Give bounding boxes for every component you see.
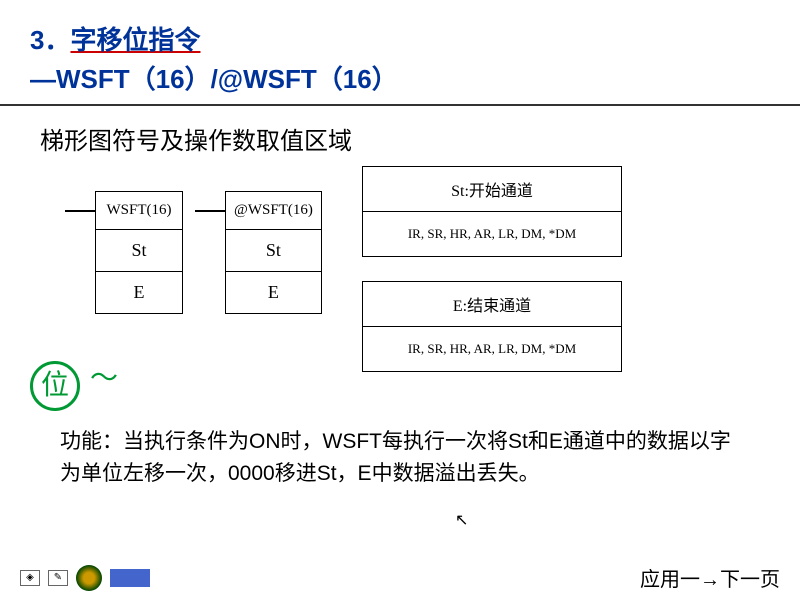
cursor-icon: ↖	[455, 510, 468, 530]
blue-bar	[110, 569, 150, 587]
page-icon[interactable]: ◈	[20, 570, 40, 586]
section-subtitle: 梯形图符号及操作数取值区域	[0, 106, 800, 166]
handwritten-annotation: 位	[30, 361, 80, 411]
function-description: 功能：当执行条件为ON时，WSFT每执行一次将St和E通道中的数据以字为单位左移…	[0, 416, 800, 489]
lead-line-2	[195, 210, 225, 212]
e-channel-box: E:结束通道 IR, SR, HR, AR, LR, DM, *DM	[362, 281, 622, 372]
at-wsft-block: @WSFT(16) St E	[225, 191, 322, 314]
header: 3．字移位指令 —WSFT（16）/@WSFT（16）	[0, 0, 800, 106]
wsft-block: WSFT(16) St E	[95, 191, 183, 314]
st-channel-box: St:开始通道 IR, SR, HR, AR, LR, DM, *DM	[362, 166, 622, 257]
diagram-area: WSFT(16) St E @WSFT(16) St E St:开始通道 IR,…	[30, 166, 770, 416]
footer: ◈ ✎ 应用一→下一页	[0, 563, 800, 592]
badge-icon	[76, 565, 102, 591]
footer-left: ◈ ✎	[20, 565, 150, 591]
next-page-link[interactable]: 应用一→下一页	[640, 563, 780, 592]
title-line-2: —WSFT（16）/@WSFT（16）	[30, 59, 770, 96]
pen-icon[interactable]: ✎	[48, 570, 68, 586]
lead-line-1	[65, 210, 95, 212]
handwritten-mark: 〜	[90, 356, 118, 396]
title-line-1: 3．字移位指令	[30, 20, 770, 57]
